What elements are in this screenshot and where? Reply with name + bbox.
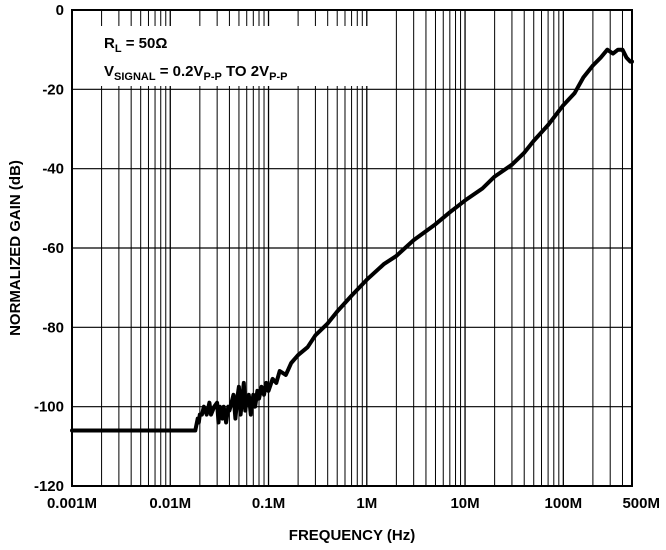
annotation-load-symbol: R: [104, 35, 115, 52]
annotation-signal-max: TO 2V: [222, 63, 269, 80]
y-tick-label: -60: [42, 240, 64, 257]
annotation-load: RL = 50Ω: [104, 35, 167, 55]
x-tick-label: 0.001M: [47, 495, 97, 512]
x-tick-label: 0.1M: [252, 495, 285, 512]
annotation-load-value: = 50Ω: [122, 35, 168, 52]
y-axis-title: NORMALIZED GAIN (dB): [7, 160, 24, 336]
y-tick-label: -100: [34, 399, 64, 416]
x-tick-label: 0.01M: [149, 495, 191, 512]
annotation-signal: VSIGNAL = 0.2VP-P TO 2VP-P: [104, 63, 287, 83]
y-tick-labels: 0 -20 -40 -60 -80 -100 -120: [34, 2, 64, 495]
x-tick-labels: 0.001M 0.01M 0.1M 1M 10M 100M 500M: [47, 495, 660, 512]
annotation-background: [98, 26, 370, 86]
series-curve: [70, 47, 634, 433]
annotation-signal-symbol: V: [104, 63, 114, 80]
annotation-signal-min: = 0.2V: [156, 63, 204, 80]
annotation-signal-subscript: SIGNAL: [114, 71, 156, 83]
y-tick-label: -20: [42, 81, 64, 98]
y-tick-label: -80: [42, 319, 64, 336]
x-tick-label: 10M: [450, 495, 479, 512]
annotation-load-subscript: L: [115, 43, 122, 55]
y-tick-label: -40: [42, 161, 64, 178]
annotation-signal-max-sub: P-P: [269, 71, 287, 83]
x-tick-label: 500M: [622, 495, 660, 512]
y-tick-label: 0: [56, 2, 64, 19]
y-tick-label: -120: [34, 478, 64, 495]
x-tick-label: 1M: [356, 495, 377, 512]
x-axis-title: FREQUENCY (Hz): [289, 527, 415, 544]
x-tick-label: 100M: [545, 495, 583, 512]
series-line: [70, 47, 634, 433]
annotation-signal-min-sub: P-P: [204, 71, 222, 83]
plot-frame: [71, 9, 633, 487]
